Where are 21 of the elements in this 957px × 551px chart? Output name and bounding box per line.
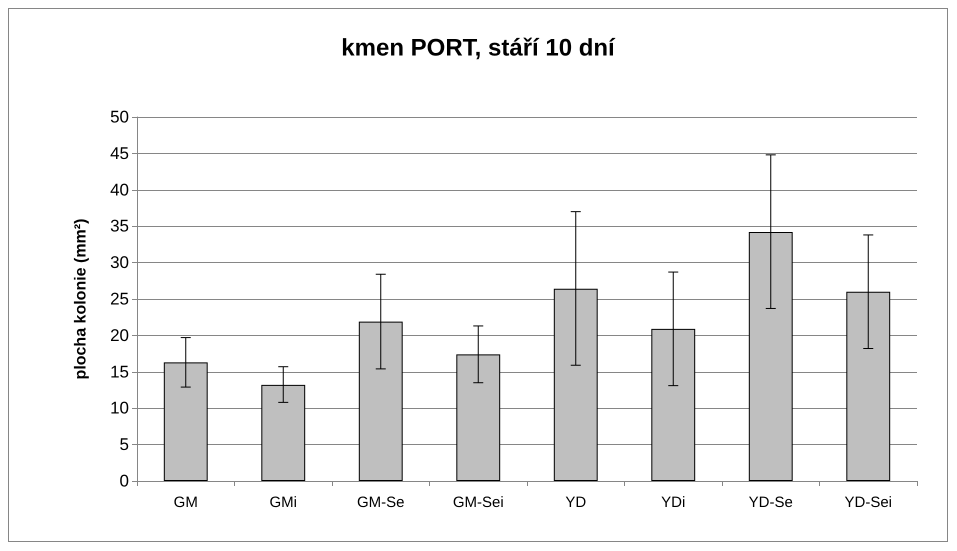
chart-title: kmen PORT, stáří 10 dní	[341, 34, 616, 62]
y-tick-label: 25	[110, 290, 129, 308]
y-tick-label: 40	[110, 180, 129, 200]
x-tick-label: YD-Se	[748, 494, 793, 511]
y-axis-title: plocha kolonie (mm²)	[72, 218, 90, 380]
x-tick-label: GMi	[270, 494, 297, 511]
x-tick-label: GM-Se	[356, 494, 405, 511]
y-tick-label: 0	[120, 472, 129, 490]
y-tick-label: 10	[110, 398, 129, 418]
x-tick-label: YD	[565, 494, 586, 511]
x-tick-label: YDi	[661, 494, 686, 511]
y-tick-label: 30	[110, 253, 129, 272]
y-tick-label: 35	[110, 216, 129, 236]
x-tick-label: YD-Sei	[844, 494, 892, 511]
y-tick-label: 20	[110, 326, 129, 345]
y-tick-label: 45	[110, 144, 129, 163]
x-tick-label: GM	[174, 494, 198, 511]
y-tick-label: 5	[120, 435, 129, 454]
y-tick-label: 15	[110, 362, 129, 382]
x-tick-label: GM-Sei	[452, 494, 504, 511]
y-tick-label: 50	[110, 108, 129, 126]
